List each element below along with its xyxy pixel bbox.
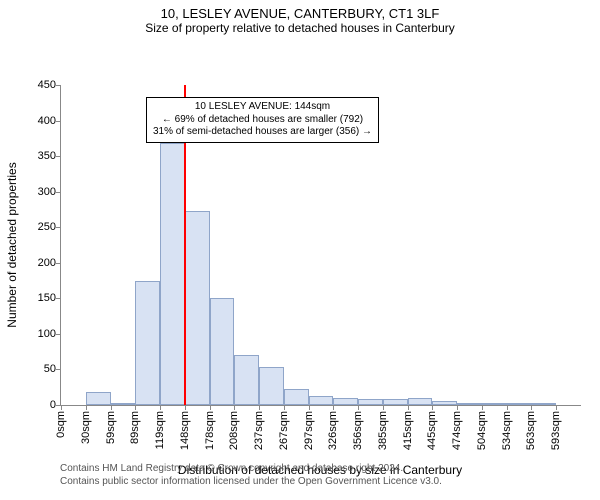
x-tick-label: 415sqm [402,411,414,450]
x-tick-mark [507,405,508,410]
y-tick-mark [56,121,61,122]
y-tick-mark [56,192,61,193]
histogram-bar [358,399,383,405]
annotation-line: 31% of semi-detached houses are larger (… [153,126,372,139]
y-tick-mark [56,156,61,157]
x-tick-mark [309,405,310,410]
histogram-bar [309,396,334,405]
x-tick-label: 178sqm [204,411,216,450]
x-tick-label: 593sqm [550,411,562,450]
x-tick-mark [531,405,532,410]
x-tick-mark [432,405,433,410]
annotation-line: 10 LESLEY AVENUE: 144sqm [153,101,372,114]
y-axis-label: Number of detached properties [5,162,19,327]
attribution-caption: Contains HM Land Registry data © Crown c… [60,462,442,488]
property-annotation: 10 LESLEY AVENUE: 144sqm← 69% of detache… [146,97,379,143]
x-tick-label: 208sqm [228,411,240,450]
x-tick-mark [383,405,384,410]
annotation-line: ← 69% of detached houses are smaller (79… [153,114,372,127]
histogram-bar [259,367,284,405]
histogram-bar [135,281,160,405]
x-tick-mark [333,405,334,410]
y-tick-mark [56,263,61,264]
x-tick-label: 326sqm [327,411,339,450]
histogram-bar [432,401,457,405]
x-tick-label: 504sqm [476,411,488,450]
chart-subtitle: Size of property relative to detached ho… [0,21,600,35]
x-tick-mark [234,405,235,410]
histogram-bar [383,399,408,405]
histogram-bar [185,211,210,405]
histogram-bar [284,389,309,405]
x-tick-label: 385sqm [377,411,389,450]
x-tick-label: 563sqm [525,411,537,450]
histogram-bar [234,355,259,405]
caption-line1: Contains HM Land Registry data © Crown c… [60,462,442,475]
y-tick-mark [56,298,61,299]
x-tick-mark [185,405,186,410]
y-tick-mark [56,334,61,335]
x-tick-label: 267sqm [278,411,290,450]
x-tick-label: 356sqm [352,411,364,450]
x-tick-label: 297sqm [303,411,315,450]
x-tick-label: 0sqm [55,411,67,438]
histogram-bar [160,143,185,405]
y-tick-mark [56,85,61,86]
x-tick-label: 89sqm [129,411,141,444]
x-tick-mark [210,405,211,410]
histogram-bar [457,403,482,405]
x-tick-label: 30sqm [80,411,92,444]
x-tick-mark [135,405,136,410]
x-tick-mark [86,405,87,410]
x-tick-mark [61,405,62,410]
x-tick-label: 59sqm [105,411,117,444]
caption-line2: Contains public sector information licen… [60,475,442,488]
y-tick-mark [56,227,61,228]
x-tick-mark [160,405,161,410]
plot-region: 0501001502002503003504004500sqm30sqm59sq… [60,85,581,406]
chart-title-address: 10, LESLEY AVENUE, CANTERBURY, CT1 3LF [0,0,600,21]
x-tick-label: 148sqm [179,411,191,450]
x-tick-mark [358,405,359,410]
histogram-bar [333,398,358,405]
x-tick-label: 445sqm [426,411,438,450]
x-tick-label: 237sqm [253,411,265,450]
x-tick-mark [408,405,409,410]
x-tick-label: 534sqm [501,411,513,450]
histogram-bar [482,403,507,405]
x-tick-mark [259,405,260,410]
x-tick-mark [111,405,112,410]
y-tick-mark [56,369,61,370]
x-tick-mark [457,405,458,410]
histogram-bar [111,403,136,405]
histogram-bar [210,298,235,405]
histogram-bar [507,403,532,405]
x-tick-label: 474sqm [451,411,463,450]
x-tick-label: 119sqm [154,411,166,449]
histogram-bar [86,392,111,405]
x-tick-mark [284,405,285,410]
histogram-bar [408,398,433,405]
x-tick-mark [482,405,483,410]
histogram-bar [531,403,556,405]
x-tick-mark [556,405,557,410]
